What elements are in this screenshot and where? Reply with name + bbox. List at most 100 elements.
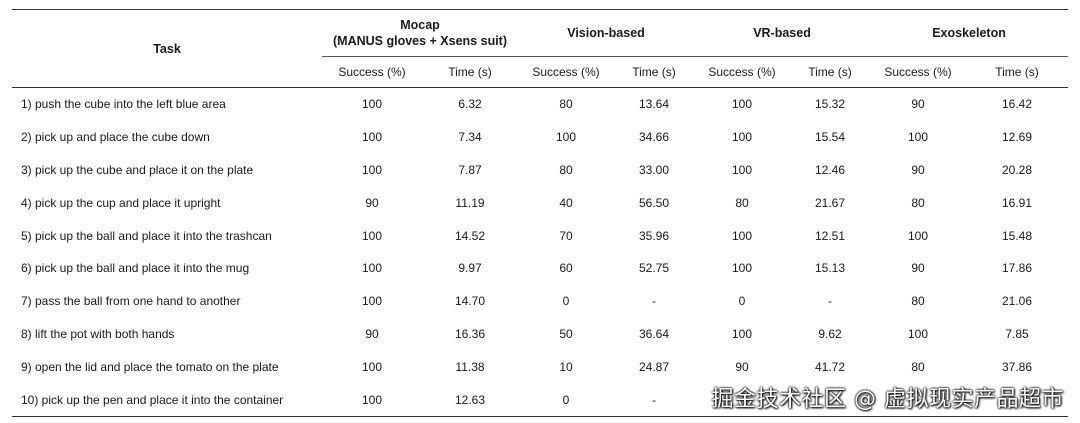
time-cell: 41.72: [815, 359, 846, 374]
time-cell: 21.67: [815, 195, 846, 210]
success-cell: 90: [735, 359, 749, 374]
success-cell: 90: [365, 326, 379, 341]
success-cell: 100: [908, 326, 929, 341]
table-body: 1) push the cube into the left blue area…: [12, 88, 1069, 417]
time-cell: -: [614, 383, 695, 417]
success-cell: 80: [911, 195, 925, 210]
time-cell: 35.96: [638, 228, 670, 243]
time-cell: 6.32: [458, 97, 482, 112]
time-cell: 33.00: [638, 162, 670, 177]
task-cell: 4) pick up the cup and place it upright: [21, 195, 221, 210]
time-cell: 14.70: [454, 294, 486, 309]
success-cell: 100: [732, 97, 753, 112]
success-cell: 60: [559, 261, 573, 276]
subheader-cell: Success (%): [694, 56, 791, 88]
success-cell: 100: [361, 261, 383, 276]
success-cell: [694, 383, 791, 417]
success-cell: 80: [559, 97, 573, 112]
success-cell: 70: [559, 228, 573, 243]
table-row: 1) push the cube into the left blue area…: [12, 88, 1068, 121]
time-cell: 37.86: [1002, 359, 1033, 374]
time-cell: 15.54: [815, 130, 846, 145]
table-row: 10) pick up the pen and place it into th…: [12, 383, 1069, 417]
time-cell: 7.85: [1005, 326, 1029, 341]
group-header-line1: Mocap: [400, 18, 440, 32]
success-cell: 90: [911, 162, 925, 177]
success-cell: 100: [732, 326, 753, 341]
task-cell: 8) lift the pot with both hands: [21, 326, 175, 341]
success-cell: 80: [559, 162, 573, 177]
time-cell: [790, 383, 871, 417]
table-row: 3) pick up the cube and place it on the …: [12, 154, 1068, 187]
subheader-cell: Time (s): [422, 56, 518, 88]
success-cell: 90: [911, 261, 925, 276]
group-header-vr: VR-based: [694, 9, 871, 57]
success-cell: 80: [735, 195, 749, 210]
success-cell: 100: [361, 130, 383, 145]
time-cell: -: [828, 294, 833, 309]
group-header-mocap: Mocap (MANUS gloves + Xsens suit): [322, 9, 518, 57]
time-cell: 16.91: [1002, 195, 1033, 210]
success-cell: 100: [361, 228, 383, 243]
success-cell: 0: [562, 294, 570, 309]
time-cell: 56.50: [638, 195, 670, 210]
task-cell: 10) pick up the pen and place it into th…: [12, 383, 322, 417]
table-row: 5) pick up the ball and place it into th…: [12, 219, 1068, 252]
success-cell: 100: [555, 130, 577, 145]
success-cell: 100: [908, 130, 929, 145]
time-cell: 12.51: [815, 228, 846, 243]
success-cell: 0: [518, 383, 614, 417]
time-cell: 24.87: [638, 359, 670, 374]
time-cell: 13.64: [638, 97, 670, 112]
time-cell: 11.38: [455, 359, 485, 374]
success-cell: 100: [732, 162, 753, 177]
success-cell: 40: [559, 195, 573, 210]
time-cell: 52.75: [638, 261, 670, 276]
watermark-text: 掘金技术社区 @ 虚拟现实产品超市: [711, 387, 1064, 412]
success-cell: 100: [732, 130, 753, 145]
success-cell: 10: [559, 359, 573, 374]
subheader-cell: Success (%): [518, 56, 614, 88]
subheader-cell: Time (s): [966, 56, 1069, 88]
success-cell: 90: [365, 195, 379, 210]
time-cell: 9.62: [818, 326, 842, 341]
subheader-cell: Time (s): [790, 56, 871, 88]
success-cell: 100: [732, 261, 753, 276]
time-cell: 14.52: [454, 228, 486, 243]
success-cell: [870, 383, 967, 417]
task-cell: 3) pick up the cube and place it on the …: [21, 162, 254, 177]
group-header-exoskeleton: Exoskeleton: [870, 9, 1069, 57]
task-cell: 9) open the lid and place the tomato on …: [21, 359, 279, 374]
results-table: Task Mocap (MANUS gloves + Xsens suit) V…: [12, 9, 1069, 417]
time-cell: 17.86: [1002, 261, 1033, 276]
time-cell: 36.64: [638, 326, 670, 341]
group-header-vision: Vision-based: [518, 9, 695, 57]
table-row: 2) pick up and place the cube down 100 7.3…: [12, 121, 1068, 154]
table-row: 7) pass the ball from one hand to anothe…: [12, 285, 1068, 318]
header-row-metrics: Success (%) Time (s) Success (%) Time (s…: [12, 56, 1069, 88]
time-cell: 12.46: [815, 162, 846, 177]
time-cell: 16.42: [1002, 97, 1033, 112]
task-cell: 7) pass the ball from one hand to anothe…: [21, 294, 241, 309]
time-cell: 12.69: [1002, 130, 1033, 145]
task-column-header: Task: [12, 9, 322, 88]
time-cell: 12.63: [422, 383, 518, 417]
subheader-cell: Success (%): [870, 56, 967, 88]
success-cell: 80: [911, 294, 925, 309]
success-cell: 100: [361, 359, 383, 374]
success-cell: 50: [559, 326, 573, 341]
table-row: 6) pick up the ball and place it into th…: [12, 252, 1068, 285]
results-table-container: Task Mocap (MANUS gloves + Xsens suit) V…: [12, 9, 1069, 417]
task-cell: 6) pick up the ball and place it into th…: [21, 261, 250, 276]
task-cell: 2) pick up and place the cube down: [21, 130, 210, 145]
time-cell: 15.13: [815, 261, 846, 276]
table-row: 8) lift the pot with both hands 90 16.36 50…: [12, 318, 1068, 351]
success-cell: 100: [361, 97, 383, 112]
time-cell: 9.97: [458, 261, 482, 276]
success-cell: 100: [361, 294, 383, 309]
success-cell: 100: [908, 228, 929, 243]
table-row: 4) pick up the cup and place it upright 9…: [12, 186, 1068, 219]
subheader-cell: Time (s): [614, 56, 695, 88]
time-cell: 11.19: [455, 195, 485, 210]
time-cell: 7.87: [458, 162, 482, 177]
